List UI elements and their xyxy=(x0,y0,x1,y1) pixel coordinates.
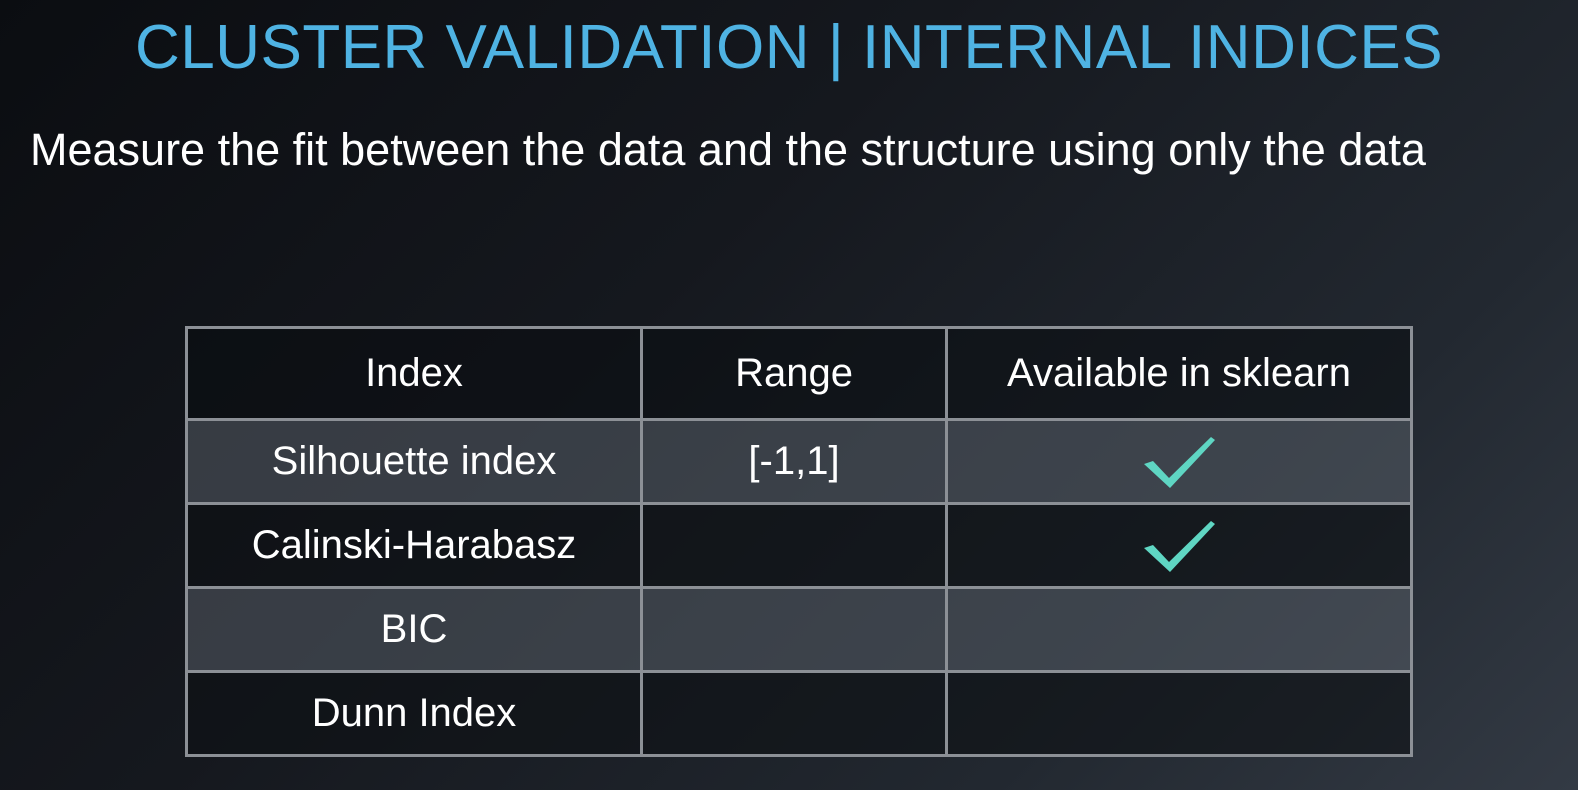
table-header-row: Index Range Available in sklearn xyxy=(185,326,1413,421)
header-available-in-sklearn: Available in sklearn xyxy=(945,326,1413,421)
index-cell: Silhouette index xyxy=(185,418,643,505)
index-cell: BIC xyxy=(185,586,643,673)
table-row: Silhouette index [-1,1] xyxy=(185,418,1413,505)
range-cell: [-1,1] xyxy=(640,418,948,505)
index-cell: Dunn Index xyxy=(185,670,643,757)
range-cell xyxy=(640,586,948,673)
check-mark-icon xyxy=(1141,434,1217,490)
sklearn-cell xyxy=(945,418,1413,505)
indices-table: Index Range Available in sklearn Silhoue… xyxy=(185,326,1413,757)
sklearn-cell xyxy=(945,502,1413,589)
table-row: Dunn Index xyxy=(185,670,1413,757)
sklearn-cell xyxy=(945,586,1413,673)
range-cell xyxy=(640,670,948,757)
slide-title: CLUSTER VALIDATION | INTERNAL INDICES xyxy=(134,13,1444,82)
slide-subtitle: Measure the fit between the data and the… xyxy=(30,124,1426,175)
check-mark-icon xyxy=(1141,518,1217,574)
sklearn-cell xyxy=(945,670,1413,757)
range-cell xyxy=(640,502,948,589)
header-index: Index xyxy=(185,326,643,421)
index-cell: Calinski-Harabasz xyxy=(185,502,643,589)
header-range: Range xyxy=(640,326,948,421)
table-row: Calinski-Harabasz xyxy=(185,502,1413,589)
table-row: BIC xyxy=(185,586,1413,673)
